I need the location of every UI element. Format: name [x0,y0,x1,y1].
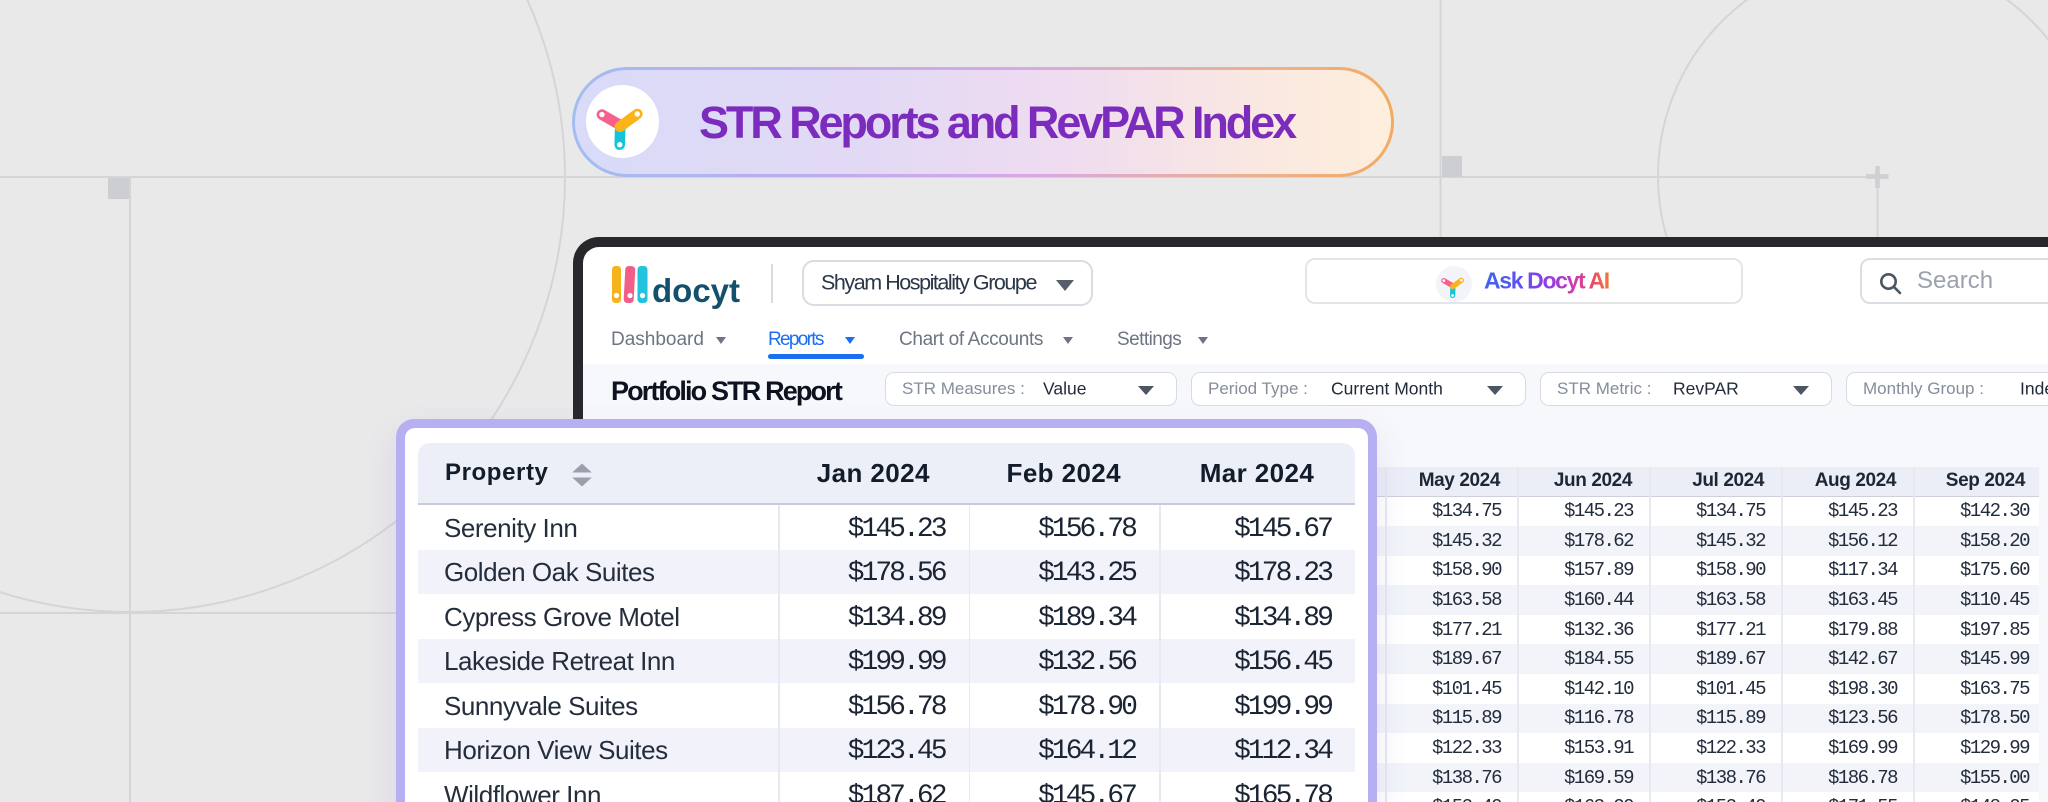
svg-text:docyt: docyt [652,272,740,309]
